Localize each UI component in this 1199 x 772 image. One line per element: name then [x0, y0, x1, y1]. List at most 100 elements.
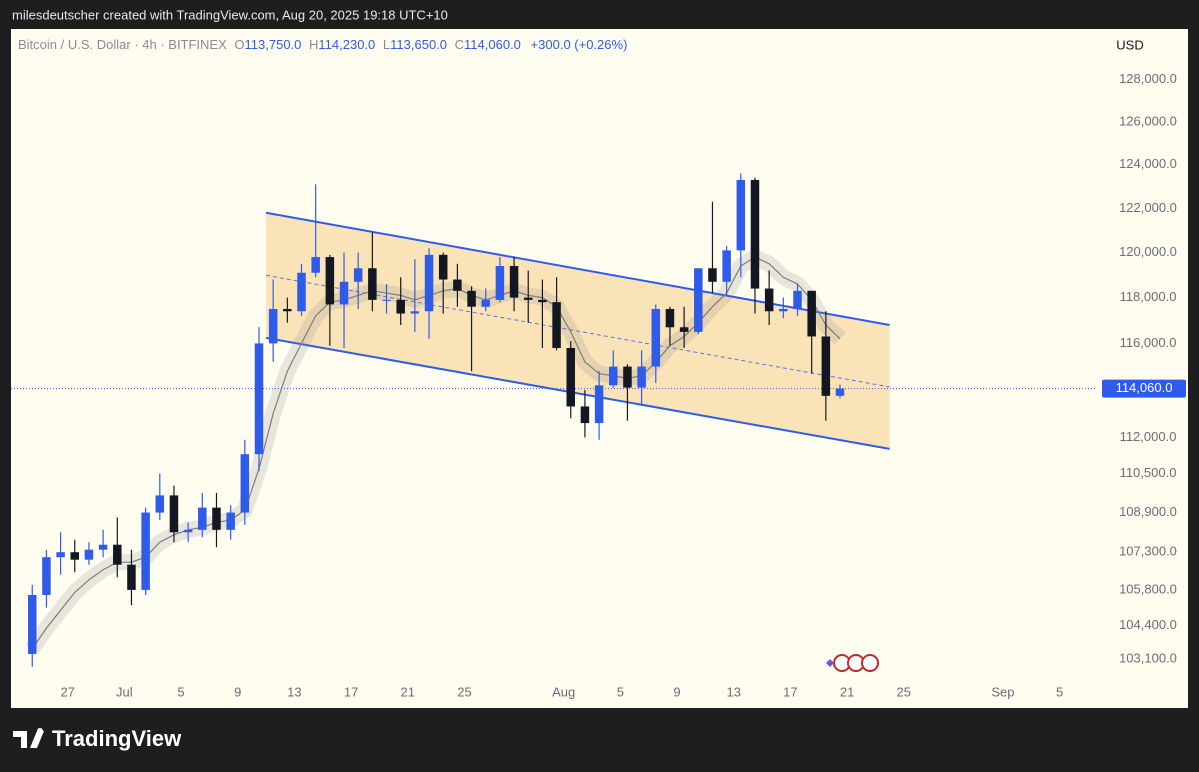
y-tick-label: 126,000.0 [1119, 113, 1177, 128]
y-tick-label: 120,000.0 [1119, 244, 1177, 259]
candle-body [212, 507, 221, 530]
price-change: +300.0 (+0.26%) [531, 37, 628, 52]
candle-body [807, 290, 816, 337]
candle-body [453, 279, 462, 291]
y-tick-label: 110,500.0 [1120, 465, 1177, 480]
event-icon[interactable] [826, 659, 834, 667]
candle-body [538, 299, 547, 303]
ohlc-value: 113,750.0 [245, 37, 302, 52]
candle-body [226, 512, 235, 530]
currency-label[interactable]: USD [1116, 37, 1143, 52]
channel-lower-line [265, 336, 890, 450]
candle-body [141, 512, 150, 590]
x-tick-label: 5 [1056, 684, 1063, 699]
x-tick-label: 21 [840, 684, 854, 699]
candle-body [127, 564, 136, 590]
candle-body [509, 266, 519, 298]
header-text: milesdeutscher created with TradingView.… [12, 7, 448, 22]
ohlc-value: 114,230.0 [318, 37, 375, 52]
candle-body [665, 308, 675, 328]
candle-body [609, 366, 618, 386]
y-tick-label: 118,000.0 [1120, 289, 1177, 304]
candle-body [325, 257, 335, 305]
x-tick-label: 27 [60, 684, 74, 699]
y-tick-label: 112,000.0 [1120, 429, 1177, 444]
x-tick-label: 25 [457, 684, 471, 699]
ohlc-value: 114,060.0 [464, 37, 521, 52]
x-tick-label: Sep [991, 684, 1014, 699]
y-tick-label: 124,000.0 [1119, 156, 1177, 171]
candle-body [183, 529, 193, 533]
y-tick-label: 105,800.0 [1119, 581, 1177, 596]
candle-body [552, 302, 561, 349]
x-tick-label: Jul [116, 684, 133, 699]
plot-area [11, 173, 1095, 667]
candle-body [169, 495, 179, 533]
x-tick-label: 13 [726, 684, 740, 699]
last-price-tag [1102, 379, 1186, 398]
candle-body [495, 266, 505, 300]
candle-body [84, 549, 94, 560]
x-tick-label: 5 [617, 684, 624, 699]
candle-body [481, 299, 490, 307]
candle-body [736, 179, 746, 251]
candle-body [240, 454, 250, 513]
brand-name: TradingView [52, 726, 182, 751]
candle-body [283, 308, 292, 312]
candle-body [368, 268, 377, 300]
candle-body [467, 290, 476, 307]
x-tick-label: 13 [287, 684, 301, 699]
candle-body [198, 507, 207, 530]
x-tick-label: 9 [234, 684, 241, 699]
y-tick-label: 122,000.0 [1119, 200, 1177, 215]
ohlc-label: O [234, 37, 244, 52]
y-tick-label: 104,400.0 [1119, 617, 1177, 632]
event-icons[interactable] [826, 654, 879, 672]
candle-body [98, 544, 108, 550]
candle-body [708, 268, 717, 282]
ohlc-label: L [383, 37, 390, 52]
event-icon[interactable] [861, 654, 879, 672]
candle-body [835, 388, 845, 396]
candle-body [580, 406, 590, 424]
candle-body [70, 552, 80, 560]
x-tick-label: 17 [783, 684, 797, 699]
moving-average [31, 256, 841, 650]
channel-upper-line [265, 211, 890, 326]
candle-body [566, 348, 576, 407]
candle-body [113, 544, 122, 565]
candle-body [694, 268, 703, 332]
candle-body [679, 327, 689, 332]
logo-mark [13, 728, 44, 748]
ohlc-label: C [455, 37, 464, 52]
candle-body [438, 254, 448, 280]
y-tick-label: 128,000.0 [1119, 71, 1177, 86]
candle-body [821, 336, 831, 396]
legend: Bitcoin / U.S. Dollar · 4h · BITFINEX O1… [18, 37, 627, 52]
x-tick-label: 9 [673, 684, 680, 699]
symbol-name: Bitcoin / U.S. Dollar · 4h · BITFINEX [18, 37, 227, 52]
brand-logo: TradingView [13, 726, 182, 751]
y-tick-label: 103,100.0 [1119, 651, 1177, 666]
candle-body [297, 272, 306, 312]
candle-body [382, 299, 391, 301]
y-tick-label: 108,900.0 [1119, 504, 1177, 519]
candle-body [353, 268, 363, 282]
candle-body [523, 297, 533, 300]
candle-body [424, 254, 434, 312]
candle-body [56, 552, 65, 558]
candle-body [28, 594, 37, 654]
candle-body [637, 366, 646, 388]
y-tick-label: 107,300.0 [1119, 544, 1177, 559]
candle-body [764, 288, 774, 312]
candle-body [396, 299, 405, 314]
candle-body [254, 343, 264, 455]
last-price-label: 114,060.0 [1116, 380, 1173, 395]
ohlc-value: 113,650.0 [390, 37, 447, 52]
candle-body [722, 250, 731, 282]
candle-body [793, 290, 802, 309]
candle-body [268, 308, 278, 344]
ohlc-label: H [309, 37, 318, 52]
candle-body [779, 308, 788, 312]
